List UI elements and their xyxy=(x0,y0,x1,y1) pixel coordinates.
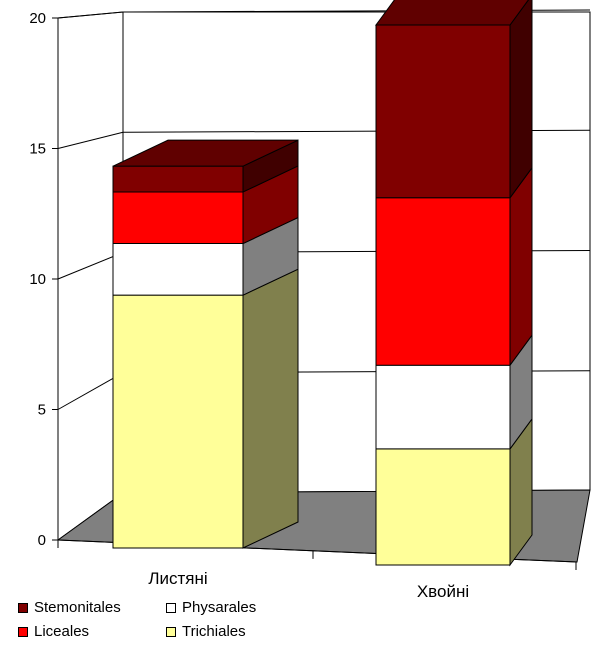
y-tick-label-1: 5 xyxy=(38,402,46,419)
bar-top-0 xyxy=(112,139,299,167)
legend-label-3: Trichiales xyxy=(182,623,246,640)
bar-front-1-3 xyxy=(375,24,511,199)
bar-top-1 xyxy=(375,0,529,26)
gridline-side-20 xyxy=(57,11,124,19)
legend-swatch-2 xyxy=(18,627,28,637)
bar-front-1-0 xyxy=(375,448,511,566)
y-tick-label-0: 0 xyxy=(38,532,46,549)
category-label-0: Листяні xyxy=(148,569,207,588)
bars xyxy=(112,0,533,567)
legend-swatch-3 xyxy=(166,627,176,637)
legend: Stemonitales Physarales Liceales Trichia… xyxy=(18,598,318,646)
bar-front-0-3 xyxy=(112,165,244,193)
category-labels: Листяні Хвойні xyxy=(148,569,469,601)
bar-side-0-0 xyxy=(242,268,299,549)
legend-label-1: Physarales xyxy=(182,599,257,616)
gridline-side-5 xyxy=(57,372,124,410)
bar-side-1-3 xyxy=(509,0,533,200)
bar-front-0-2 xyxy=(112,191,244,245)
legend-swatch-1 xyxy=(166,603,176,613)
bar-front-1-1 xyxy=(375,364,511,450)
bar-front-0-0 xyxy=(112,294,244,549)
category-label-1: Хвойні xyxy=(417,582,469,601)
legend-label-0: Stemonitales xyxy=(34,599,121,616)
y-tick-label-3: 15 xyxy=(29,141,46,158)
gridline-side-10 xyxy=(57,252,124,280)
gridline-side-15 xyxy=(57,131,124,149)
legend-swatch-0 xyxy=(18,603,28,613)
bar-side-1-2 xyxy=(509,166,533,367)
legend-label-2: Liceales xyxy=(34,623,90,640)
y-tick-labels: 0 5 10 15 20 xyxy=(29,10,46,549)
y-tick-label-4: 20 xyxy=(29,10,46,27)
bar-front-1-2 xyxy=(375,197,511,366)
y-tick-label-2: 10 xyxy=(29,271,46,288)
bar-front-0-1 xyxy=(112,243,244,296)
